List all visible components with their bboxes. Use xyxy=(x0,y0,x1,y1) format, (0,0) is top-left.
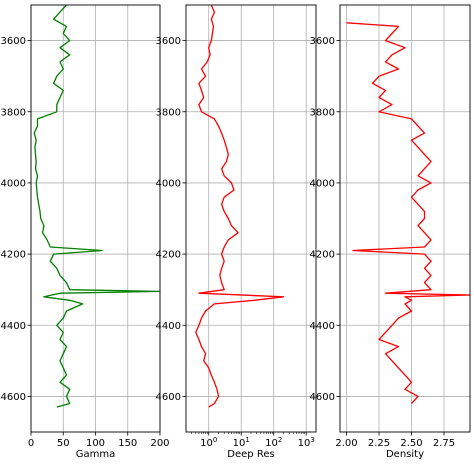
track-3: 2.00 2.25 2.50 2.75 3600 3800 4000 4200 4400 4600… xyxy=(310,4,471,460)
axes-frame xyxy=(339,4,471,433)
x-axis-label: Gamma xyxy=(76,449,116,460)
y-tick-label: 4000 xyxy=(1,178,26,189)
axes-frame xyxy=(185,4,317,433)
y-tick-label: 4000 xyxy=(156,178,181,189)
x-tick-label: 2.00 xyxy=(335,438,357,449)
y-tick-label: 4400 xyxy=(156,321,181,332)
x-tick-label: 100 xyxy=(86,438,105,449)
y-tick-label: 4400 xyxy=(1,321,26,332)
y-tick-label: 3600 xyxy=(1,36,26,47)
y-tick-label: 4600 xyxy=(310,392,335,403)
x-tick-label: 2.50 xyxy=(400,438,422,449)
track-1: 0 50 100 150 200 3600 3800 4000 4200 4400 4600 Gamm… xyxy=(1,4,170,460)
y-tick-label: 4400 xyxy=(310,321,335,332)
log-curve xyxy=(346,22,471,404)
y-tick-label: 3800 xyxy=(156,107,181,118)
x-axis-label: Density xyxy=(386,449,424,460)
y-tick-label: 3800 xyxy=(310,107,335,118)
axes-frame xyxy=(30,4,161,433)
x-tick-label: 2.75 xyxy=(433,438,455,449)
x-tick-label: 50 xyxy=(57,438,70,449)
y-tick-label: 3600 xyxy=(310,36,335,47)
x-tick-label: 200 xyxy=(150,438,169,449)
x-axis-label: Deep Res xyxy=(227,449,274,460)
y-tick-label: 4600 xyxy=(1,392,26,403)
y-tick-label: 4600 xyxy=(156,392,181,403)
y-tick-label: 4200 xyxy=(156,250,181,261)
y-tick-label: 4200 xyxy=(1,250,26,261)
x-tick-label: 2.25 xyxy=(368,438,390,449)
y-tick-label: 3800 xyxy=(1,107,26,118)
y-tick-label: 4000 xyxy=(310,178,335,189)
y-tick-label: 3600 xyxy=(156,36,181,47)
log-curve xyxy=(33,4,161,408)
y-tick-label: 4200 xyxy=(310,250,335,261)
x-tick-label: 100 xyxy=(200,436,217,449)
track-2: 100 101 102 103 3600 3800 4000 4200 4400 4600 Deep… xyxy=(156,4,317,460)
x-tick-label: 0 xyxy=(28,438,34,449)
log-curve xyxy=(195,4,285,408)
x-tick-label: 150 xyxy=(118,438,137,449)
x-tick-label: 101 xyxy=(233,436,250,449)
x-tick-label: 103 xyxy=(298,436,315,449)
x-tick-label: 102 xyxy=(265,436,282,449)
